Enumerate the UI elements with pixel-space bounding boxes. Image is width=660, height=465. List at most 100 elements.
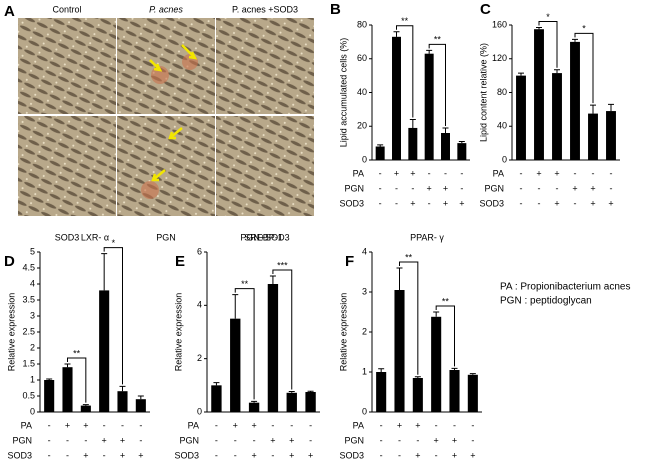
condition-sign: +: [470, 450, 475, 460]
bar: [431, 316, 442, 412]
condition-sign: -: [460, 168, 463, 178]
condition-name: PGN: [344, 183, 364, 193]
significance-bracket: [574, 32, 594, 104]
condition-sign: +: [410, 198, 415, 208]
condition-sign: +: [289, 450, 294, 460]
bar: [412, 378, 423, 412]
y-tick-label: 160: [492, 19, 507, 29]
condition-sign: -: [398, 450, 401, 460]
chart-title: SREBP-1: [244, 232, 283, 242]
error-bar: [307, 390, 314, 392]
condition-sign: -: [610, 168, 613, 178]
bar: [394, 290, 405, 412]
condition-sign: -: [215, 450, 218, 460]
bar: [424, 53, 434, 160]
condition-sign: -: [253, 435, 256, 445]
arrow: [151, 169, 166, 182]
condition-sign: -: [471, 420, 474, 430]
image: [18, 116, 116, 216]
y-tick-label: 60: [357, 53, 367, 63]
condition-name: SOD3: [7, 450, 32, 460]
bar: [286, 392, 297, 412]
significance-label: **: [73, 348, 81, 358]
condition-sign: -: [215, 420, 218, 430]
condition-name: PA: [493, 168, 504, 178]
bar: [230, 318, 241, 412]
bar: [248, 402, 260, 412]
bar: [44, 380, 55, 412]
condition-sign: -: [395, 183, 398, 193]
condition-sign: -: [380, 420, 383, 430]
bar: [376, 372, 387, 412]
error-bar: [82, 404, 89, 406]
stain: [141, 181, 159, 199]
significance-label: *: [546, 12, 550, 22]
error-bar: [426, 49, 433, 54]
condition-sign: +: [415, 420, 420, 430]
y-axis-label: Relative expression: [338, 293, 348, 372]
condition-name: PA: [353, 420, 364, 430]
condition-sign: +: [251, 420, 256, 430]
condition-sign: -: [460, 183, 463, 193]
condition-name: PGN: [484, 183, 504, 193]
error-bar: [536, 27, 542, 30]
bar: [267, 284, 279, 412]
error-bar: [119, 385, 126, 392]
condition-sign: -: [520, 168, 523, 178]
error-bar: [232, 294, 239, 319]
y-tick-label: 2.5: [22, 326, 35, 336]
condition-sign: +: [554, 168, 559, 178]
bar: [570, 41, 580, 160]
error-bar: [213, 382, 220, 386]
error-bar: [451, 367, 458, 370]
error-bar: [396, 267, 403, 290]
error-bar: [414, 376, 421, 378]
y-tick-label: 0: [30, 406, 35, 416]
y-tick-label: 4: [362, 246, 367, 256]
significance-bracket: [67, 357, 87, 403]
arrow: [168, 127, 183, 140]
legend-entry: PGN : peptidoglycan: [500, 296, 592, 307]
condition-sign: +: [120, 435, 125, 445]
condition-sign: +: [397, 420, 402, 430]
y-tick-label: 20: [357, 121, 367, 131]
condition-sign: -: [574, 168, 577, 178]
condition-name: PA: [188, 420, 199, 430]
error-bar: [590, 104, 596, 114]
bar: [211, 385, 222, 412]
condition-sign: -: [520, 183, 523, 193]
error-bar: [572, 38, 578, 42]
bar: [80, 405, 91, 412]
error-bar: [46, 378, 53, 380]
significance-bracket: [272, 269, 293, 390]
condition-sign: +: [459, 198, 464, 208]
condition-sign: -: [66, 435, 69, 445]
condition-sign: +: [443, 198, 448, 208]
bar: [467, 374, 478, 412]
bar: [588, 113, 598, 160]
condition-sign: -: [538, 183, 541, 193]
condition-sign: -: [428, 198, 431, 208]
condition-sign: -: [435, 450, 438, 460]
condition-sign: -: [574, 198, 577, 208]
y-tick-label: 0: [197, 406, 202, 416]
error-bar: [137, 395, 144, 400]
error-bar: [269, 275, 276, 284]
condition-sign: +: [427, 183, 432, 193]
condition-name: PA: [21, 420, 32, 430]
bar: [408, 127, 418, 160]
y-axis-label: Lipid accumulated cells (%): [338, 38, 348, 148]
y-tick-label: 0.5: [22, 390, 35, 400]
bar: [516, 75, 526, 160]
panel-letter: A: [4, 3, 15, 20]
chart-title: LXR- α: [81, 232, 109, 242]
image-label: PGN: [156, 232, 176, 242]
bar: [457, 143, 467, 160]
condition-sign: +: [443, 183, 448, 193]
condition-sign: -: [428, 168, 431, 178]
error-bar: [554, 69, 560, 74]
y-tick-label: 40: [497, 121, 507, 131]
bar: [441, 133, 450, 160]
y-tick-label: 0: [502, 154, 507, 164]
condition-sign: +: [452, 450, 457, 460]
